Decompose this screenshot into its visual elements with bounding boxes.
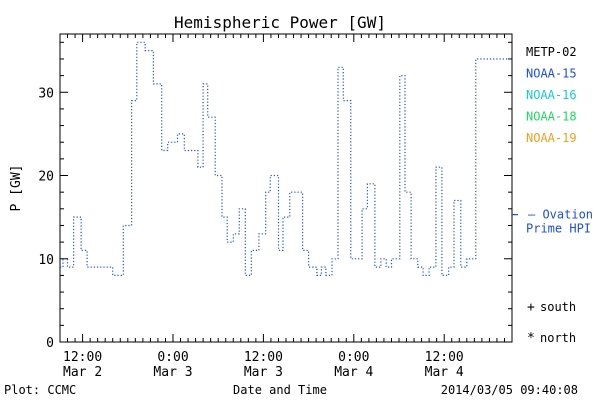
x-tick-date: Mar 3 bbox=[153, 365, 192, 380]
y-tick-label: 0 bbox=[46, 336, 54, 351]
marker-key: + south * north bbox=[527, 300, 576, 346]
marker-symbol-north: * bbox=[527, 331, 535, 346]
timestamp: 2014/03/05 09:40:08 bbox=[441, 383, 578, 397]
marker-label-north: north bbox=[540, 331, 576, 345]
legend: METP-02 NOAA-15 NOAA-16 NOAA-18 NOAA-19 bbox=[526, 45, 577, 145]
y-tick-label: 30 bbox=[38, 86, 54, 101]
ovation-label-line1: — Ovation bbox=[528, 208, 593, 222]
x-tick-date: Mar 4 bbox=[425, 365, 464, 380]
y-tick-label: 20 bbox=[38, 170, 54, 185]
ovation-label-line2: Prime HPI bbox=[526, 222, 591, 236]
x-tick-time: 0:00 bbox=[338, 350, 369, 365]
x-tick-time: 12:00 bbox=[63, 350, 102, 365]
x-tick-date: Mar 2 bbox=[63, 365, 102, 380]
legend-entry-noaa-18: NOAA-18 bbox=[526, 110, 577, 124]
chart-title: Hemispheric Power [GW] bbox=[174, 13, 386, 32]
y-tick-label: 10 bbox=[38, 253, 54, 268]
x-tick-date: Mar 4 bbox=[334, 365, 373, 380]
marker-symbol-south: + bbox=[527, 300, 535, 315]
y-axis: 0 10 20 30 bbox=[38, 41, 512, 351]
legend-entry-noaa-16: NOAA-16 bbox=[526, 88, 577, 102]
series-line-noaa-15 bbox=[60, 41, 512, 276]
x-tick-date: Mar 3 bbox=[244, 365, 283, 380]
y-axis-label: P [GW] bbox=[9, 165, 24, 212]
legend-entry-metp-02: METP-02 bbox=[526, 45, 577, 59]
x-tick-time: 12:00 bbox=[244, 350, 283, 365]
legend-entry-noaa-15: NOAA-15 bbox=[526, 67, 577, 81]
legend-entry-noaa-19: NOAA-19 bbox=[526, 131, 577, 145]
plot-frame bbox=[59, 33, 513, 343]
x-axis-label: Date and Time bbox=[233, 383, 327, 397]
plot-credit: Plot: CCMC bbox=[4, 383, 76, 397]
x-tick-time: 12:00 bbox=[425, 350, 464, 365]
marker-label-south: south bbox=[540, 300, 576, 314]
series-layer bbox=[60, 41, 512, 276]
x-tick-time: 0:00 bbox=[157, 350, 188, 365]
